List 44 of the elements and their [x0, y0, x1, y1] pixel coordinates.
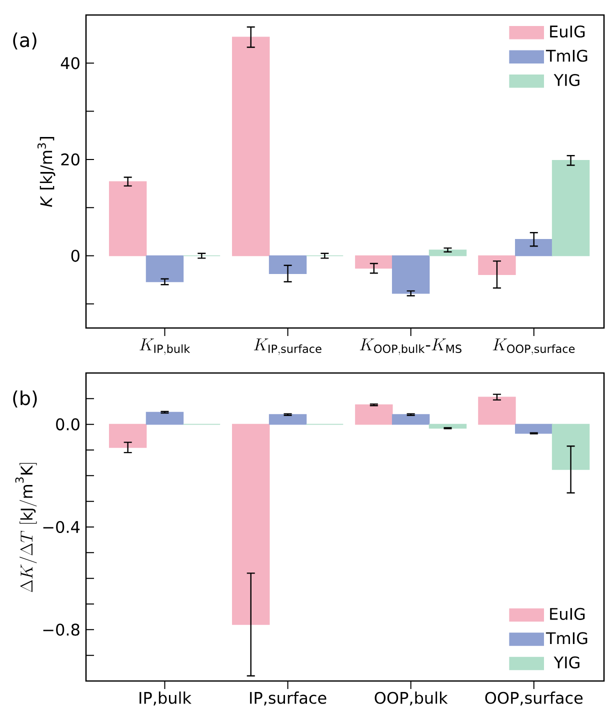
x-tick-label: OOP,bulk [374, 692, 448, 706]
bar [146, 412, 184, 425]
legend-label: EuIG [550, 608, 585, 620]
text: (b) [13, 390, 37, 408]
bar [232, 36, 270, 256]
bar [428, 250, 467, 256]
x-tick-label: $K_{\mathrm{OOP,bulk}}\text{-}K_{\mathrm{MS}}$ [360, 338, 462, 355]
x-tick-label: IP,surface [250, 692, 326, 706]
bar [268, 414, 307, 425]
bar [392, 414, 430, 425]
x-tick-label: $K_{\mathrm{OOP,surface}}$ [492, 338, 575, 355]
legend-label: TmIG [546, 50, 588, 62]
x-tick-label: $K_{\mathrm{IP,surface}}$ [254, 338, 322, 355]
bar [355, 404, 393, 425]
legend-label: EuIG [550, 25, 585, 38]
y-axis-title: $\Delta K/\Delta T\ [\mathrm{kJ/m^{3}K}]$ [15, 463, 37, 592]
y-tick-label: 0.0 [56, 418, 80, 430]
x-tick-label: $K_{\mathrm{IP,bulk}}$ [140, 338, 190, 355]
y-tick-label: 20 [61, 153, 80, 166]
bar [268, 255, 307, 274]
text: (a) [13, 32, 36, 50]
bar [108, 424, 147, 448]
legend-label: TmIG [546, 632, 588, 644]
bar [232, 424, 270, 625]
bar [515, 238, 553, 256]
y-tick-label: −0.8 [43, 624, 80, 636]
bar [478, 255, 516, 275]
bar [478, 396, 516, 425]
bar [146, 255, 184, 282]
bar [428, 424, 467, 429]
bar [108, 181, 147, 256]
y-tick-label: 0 [71, 250, 80, 262]
y-tick-label: 40 [60, 57, 80, 70]
y-axis-title: K [kJ/m$^{3}$] [37, 137, 56, 207]
legend-label: YIG [554, 656, 580, 668]
bar [552, 160, 590, 256]
y-tick-label: −0.4 [43, 520, 80, 534]
bar [392, 255, 430, 294]
x-tick-label: OOP,surface [485, 692, 583, 706]
legend-label: YIG [554, 74, 580, 86]
bar [552, 424, 590, 470]
x-tick-label: IP,bulk [140, 692, 192, 706]
bar [515, 424, 553, 434]
bar [355, 255, 393, 269]
